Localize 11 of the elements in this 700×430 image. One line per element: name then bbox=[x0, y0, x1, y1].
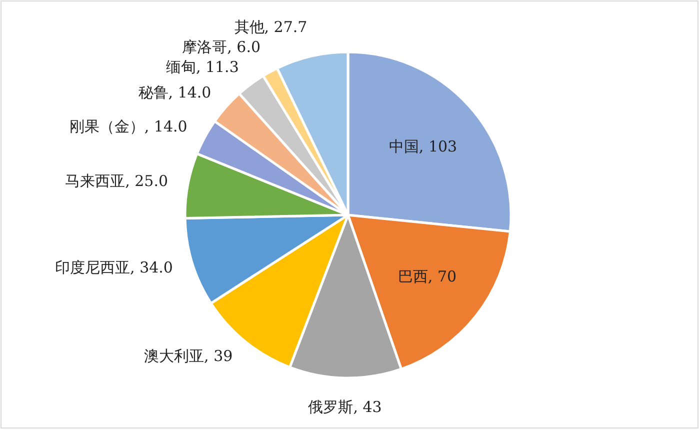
slice-label: 澳大利亚, 39 bbox=[144, 346, 233, 365]
slice-label: 中国, 103 bbox=[388, 137, 458, 156]
slice-label: 巴西, 70 bbox=[398, 268, 457, 286]
slice-label: 其他, 27.7 bbox=[234, 18, 308, 36]
slice-label: 缅甸, 11.3 bbox=[166, 58, 239, 76]
slice-label: 印度尼西亚, 34.0 bbox=[55, 258, 173, 276]
slice-label: 马来西亚, 25.0 bbox=[65, 172, 168, 190]
slice-label: 刚果（金）, 14.0 bbox=[69, 117, 188, 136]
slice-label: 摩洛哥, 6.0 bbox=[182, 38, 261, 56]
slice-label: 秘鲁, 14.0 bbox=[138, 83, 212, 102]
slice-label: 俄罗斯, 43 bbox=[308, 398, 382, 416]
